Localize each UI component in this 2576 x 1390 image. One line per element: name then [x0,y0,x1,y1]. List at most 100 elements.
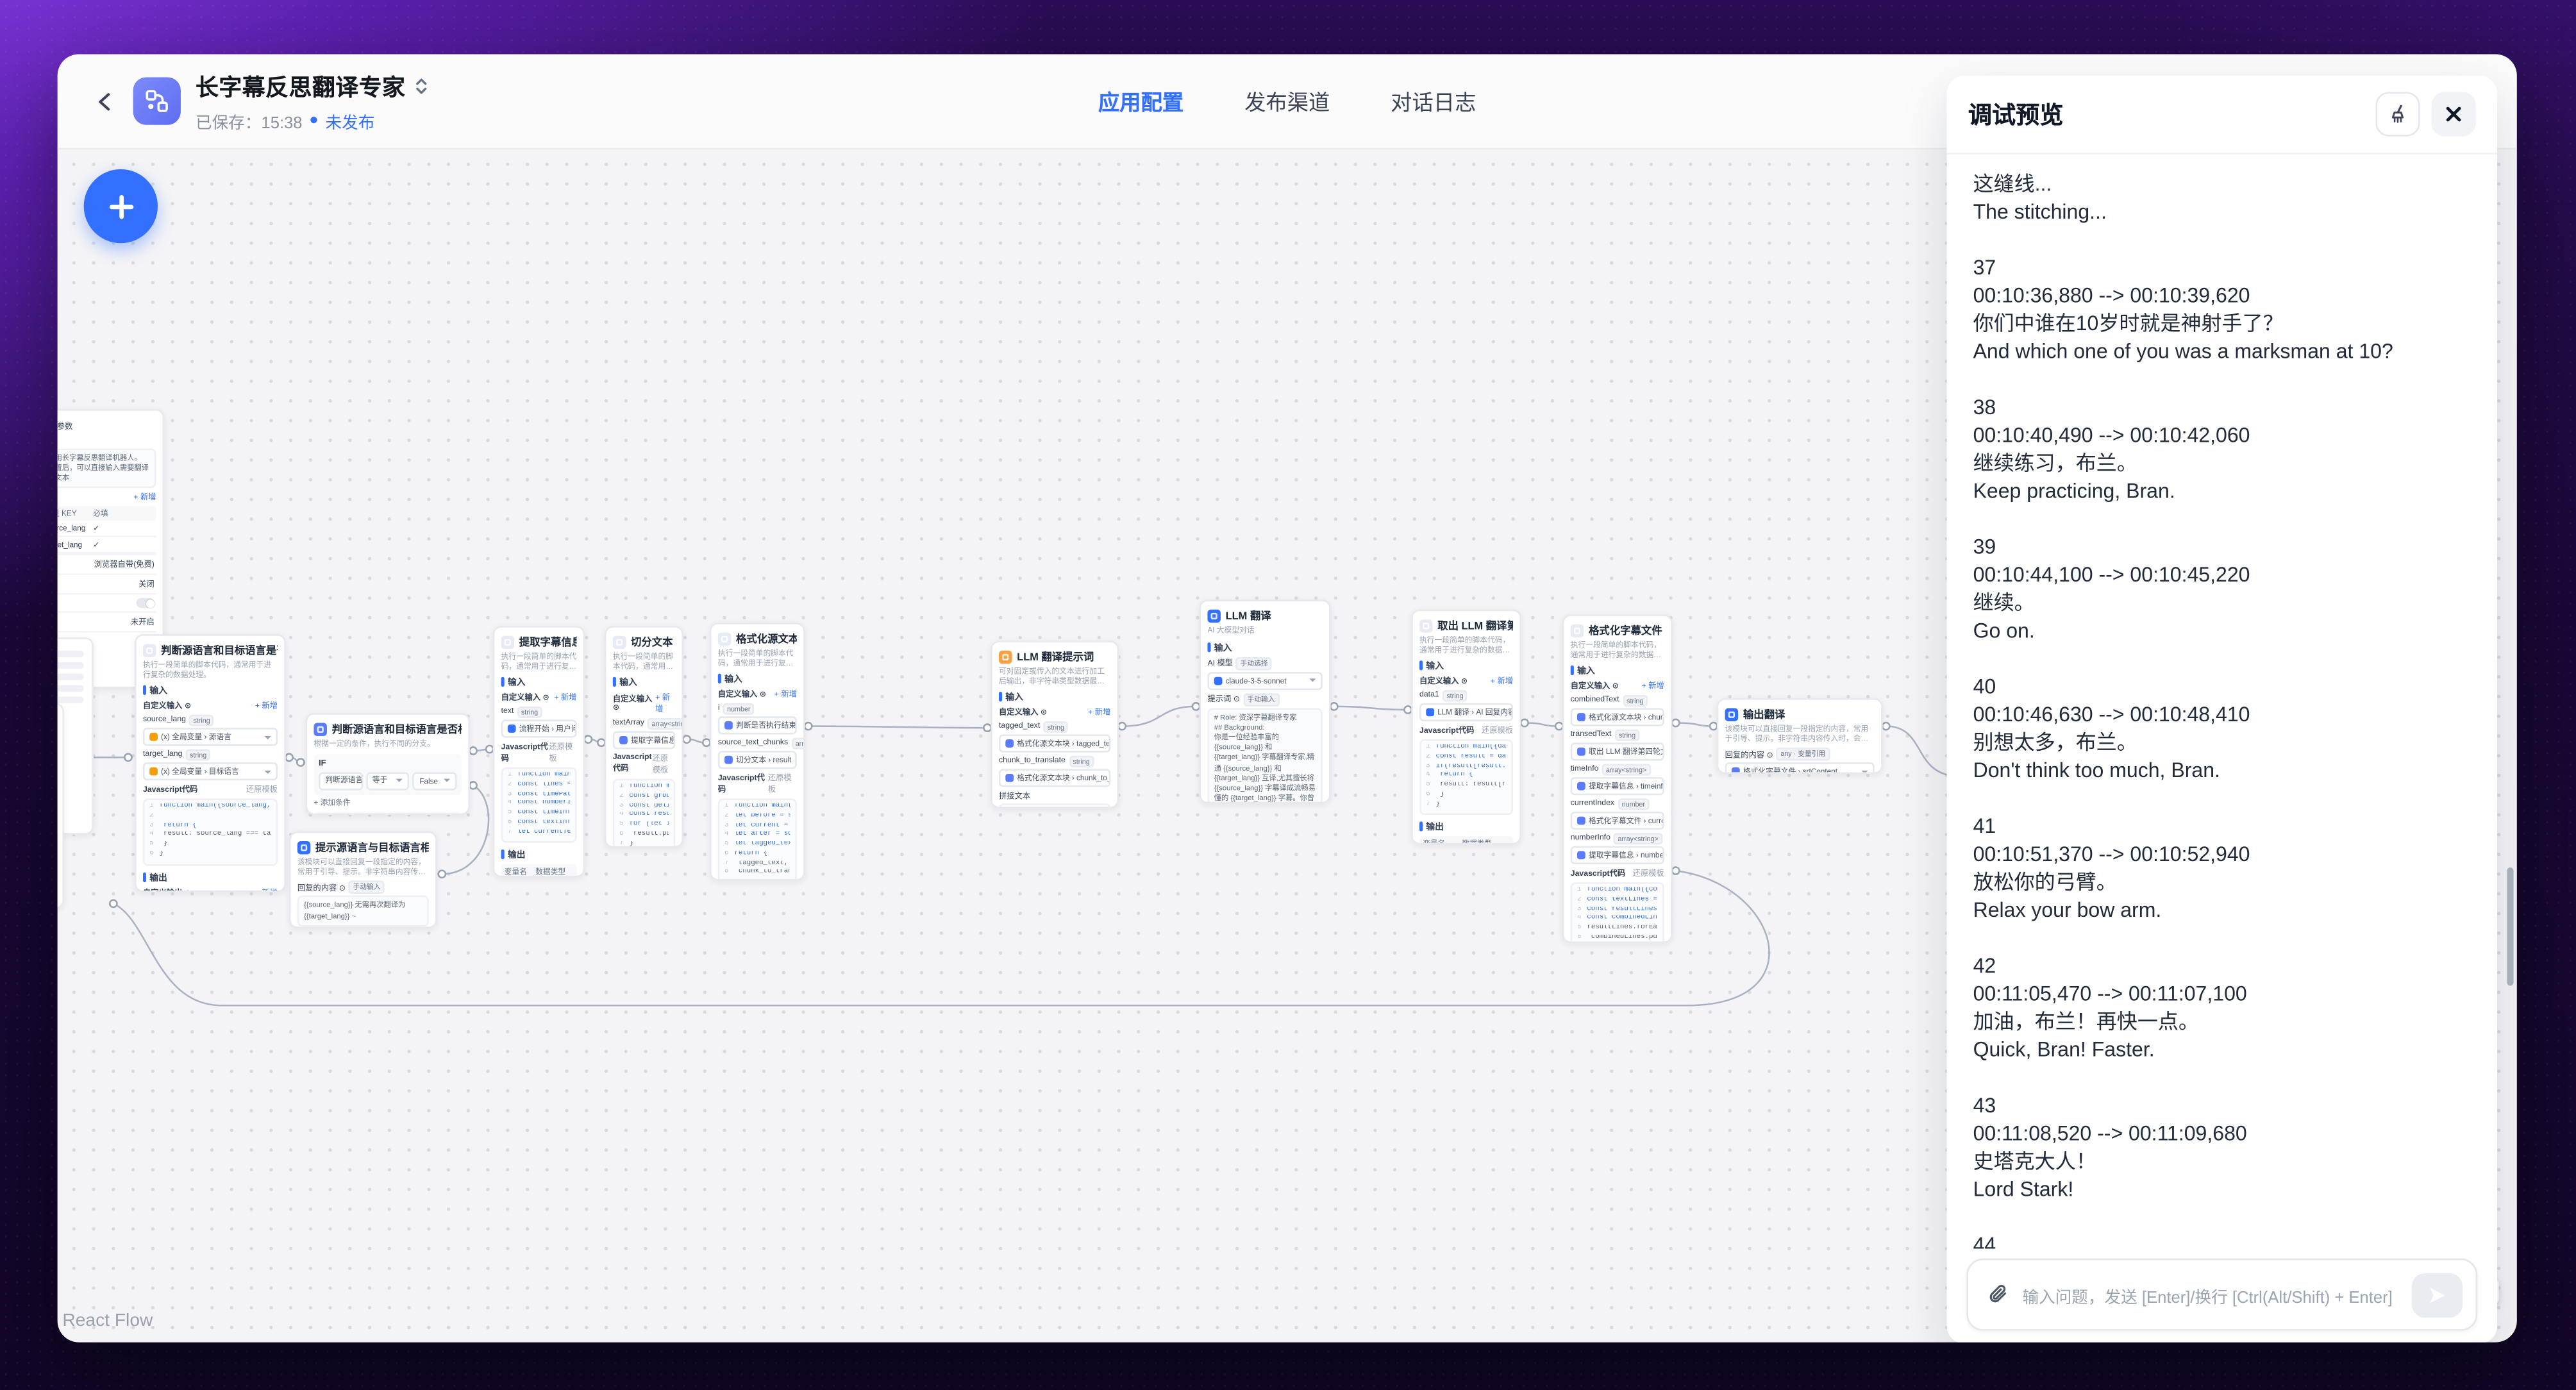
close-panel-button[interactable] [2431,92,2476,137]
condition-chip[interactable]: 判断源语言和目标语言是否相同 › result [319,771,363,790]
flow-node-output-translation[interactable]: 输出翻译 该模块可以直接回复一段指定的内容，常用于引导、提示。非字符串内容传入时，… [1716,698,1883,774]
tab-publish-channel[interactable]: 发布渠道 [1244,90,1330,115]
node-subheader: Javascript代码 还原模板 [1419,728,1514,737]
node-title: 切分文本 [631,637,673,649]
node-textarea[interactable]: 你的任务是将文本从 {{source_lang}} 翻译成 {{target_l… [999,804,1111,807]
flow-node-format-source-chunk[interactable]: 格式化源文本块执行一段简单的脚本代码，通常用于进行复杂的数据处理。输入自定义输入… [710,623,805,881]
switch-app-icon[interactable] [414,77,428,95]
node-header: 提示源语言与目标语言相同 [297,839,429,855]
send-button[interactable] [2411,1272,2463,1317]
flow-node-extract-subtitle-info[interactable]: 提取字幕信息执行一段简单的脚本代码，通常用于进行复杂的数据处理。输入自定义输入 … [492,626,585,878]
tab-chat-logs[interactable]: 对话日志 [1391,90,1476,115]
node-value-chip[interactable]: 格式化源文本块 › chunk_to_translate [1570,708,1664,727]
toggle-switch[interactable] [136,598,155,609]
node-description: 执行一段简单的脚本代码，通常用于进行复杂的数据处理。 [612,652,674,670]
chat-input-box[interactable]: 输入问题，发送 [Enter]/换行 [Ctrl(Alt/Shift) + En… [1966,1258,2478,1331]
node-condition-panel[interactable]: IF 判断源语言和目标语言是否相同 › result等于False [314,753,462,795]
clear-history-button[interactable] [2375,92,2420,137]
app-icon[interactable] [133,77,181,125]
node-description: 执行一段简单的脚本代码，通常用于进行复杂的数据处理。 [1570,641,1662,658]
node-header: 判断源语言和目标语言是否相同 [314,721,462,736]
node-description: 该模块可以直接回复一段指定的内容，常用于引导、提示。非字符串内容传入时，会转成字… [1725,724,1869,742]
node-value-chip[interactable]: 格式化字幕文件 › srtContent [1725,763,1875,773]
node-type-icon [297,840,311,854]
attachment-icon[interactable] [1986,1283,2009,1306]
flow-node-partial-b[interactable] [57,703,64,909]
node-value-chip[interactable]: 提取字幕信息 › numberinfo [1570,846,1664,866]
flow-node-format-srt-file[interactable]: 格式化字幕文件执行一段简单的脚本代码，通常用于进行复杂的数据处理。输入自定义输入… [1562,614,1673,943]
node-header: 提取字幕信息 [501,634,576,649]
node-value-chip[interactable]: 提取字幕信息 › timeinfo [1570,778,1664,796]
node-textarea[interactable]: # Role: 资深字幕翻译专家 ## Background: 你是一位经验丰富… [1207,707,1323,802]
reactflow-attribution: React Flow [62,1310,153,1331]
node-value-chip[interactable]: 判断是否执行结束 › i [717,717,797,735]
node-field-label: 系统参数 [57,424,73,432]
node-textarea[interactable]: {{source_lang}} 无需再次翻译为 {{target_lang}} … [297,896,429,926]
node-title: 取出 LLM 翻译第四轮文本 [1437,621,1513,633]
panel-header: 调试预览 [1946,76,2497,155]
node-header: 取出 LLM 翻译第四轮文本 [1419,618,1513,633]
node-value-chip[interactable]: claude-3-5-sonnet [1207,671,1323,690]
chevron-left-icon [99,92,110,110]
condition-chip[interactable]: False [413,771,457,790]
app-title-block: 长字幕反思翻译专家 已保存：15:38 未发布 [196,70,428,132]
node-subheader: Javascript代码 还原模板 [142,787,278,796]
flow-node-reply-same-lang[interactable]: 提示源语言与目标语言相同该模块可以直接回复一段指定的内容，常用于引导、提示。非字… [289,831,437,928]
flow-node-if-judge-lang[interactable]: 判断源语言和目标语言是否相同根据一定的条件，执行不同的分支。 IF 判断源语言和目标… [305,713,470,815]
flow-node-extract-4th-round[interactable]: 取出 LLM 翻译第四轮文本执行一段简单的脚本代码，通常用于进行复杂的数据处理。… [1411,609,1521,845]
node-subheader: ⊙+ 新增 [133,495,156,504]
node-value-chip[interactable]: 取出 LLM 翻译第四轮文本 › result [1570,743,1664,762]
node-subheader: 自定义输入 ⊙ + 新增 [1570,684,1664,693]
node-header: 切分文本 [612,634,675,649]
window-scrollbar-thumb[interactable] [2507,867,2514,986]
node-value-chip[interactable]: LLM 翻译 › AI 回复内容 [1419,703,1514,723]
debug-preview-panel: 调试预览 这缝线... The stitching... 37 [1946,75,2497,1343]
back-button[interactable] [90,87,120,116]
message-scroll-area[interactable]: 这缝线... The stitching... 37 00:10:36,880 … [1947,155,2497,1248]
node-condition-panel[interactable]: ELSE [314,811,462,814]
node-placeholder-bar [57,673,84,680]
node-value-chip[interactable]: (x) 全局变量 › 源语言 [142,728,278,747]
node-textarea[interactable]: 使用长字幕反思翻译机器人。 设置后，可以直接输入需要翻译的文本 [57,448,156,489]
node-add-condition[interactable]: + 添加条件 [314,798,351,807]
node-subheader: Javascript代码 还原模板 [717,776,792,796]
flow-node-code-judge-lang[interactable]: 判断源语言和目标语言是否相同执行一段简单的脚本代码，通常用于进行复杂的数据处理。… [135,634,286,892]
node-value-chip[interactable]: (x) 全局变量 › 目标语言 [142,763,278,782]
node-type-icon [999,649,1012,663]
app-window: 长字幕反思翻译专家 已保存：15:38 未发布 应用配置 发布渠道 对话日志 [57,54,2517,1343]
node-field-label: 拼接文本 [999,794,1031,803]
node-section-label: 输入 [142,684,278,698]
node-value-chip[interactable]: 切分文本 › result [717,751,797,770]
node-value-chip[interactable]: 格式化字幕文件 › currentIndex [1570,812,1664,831]
node-value-chip[interactable]: 格式化源文本块 › tagged_text [999,735,1111,753]
node-placeholder-bar [57,650,84,657]
condition-chip[interactable]: 等于 [365,771,410,790]
node-section-label: 输出 [142,870,278,883]
node-title: LLM 翻译提示词 [1017,652,1094,664]
tab-app-config[interactable]: 应用配置 [1098,90,1184,115]
node-field-label: target_lang string [143,749,278,762]
node-field-label: 回复的内容 ⊙ 手动输入 [297,881,429,895]
node-value-chip[interactable]: 流程开始 › 用户问题 [501,720,577,739]
node-title: LLM 翻译 [1225,611,1271,623]
add-node-button[interactable] [83,169,158,244]
node-field-label: numberInfo array<string> [1571,833,1664,846]
node-placeholder-bar [57,685,84,692]
node-header: LLM 翻译提示词 [999,649,1110,664]
flow-node-llm-translate-prompt[interactable]: LLM 翻译提示词可对固定或传入的文本进行加工后输出，非字符串类型数据最终会转成… [991,641,1119,808]
flow-node-llm-translate[interactable]: LLM 翻译 AI 大模型对话 输入 AI 模型 手动选择 claude-3-5-sonn… [1199,599,1331,804]
node-table-row: target_lang✓ [57,538,156,555]
node-section-label: 输出 [501,848,577,861]
node-value-chip[interactable]: 格式化源文本块 › chunk_to_translate [999,769,1111,788]
node-title: 格式化字幕文件 [1588,626,1662,638]
node-section-label: 输出 [1419,820,1513,833]
node-value-chip[interactable]: 提取字幕信息 › textinfo [612,732,676,750]
chat-input-placeholder: 输入问题，发送 [Enter]/换行 [Ctrl(Alt/Shift) + En… [2022,1289,2393,1307]
